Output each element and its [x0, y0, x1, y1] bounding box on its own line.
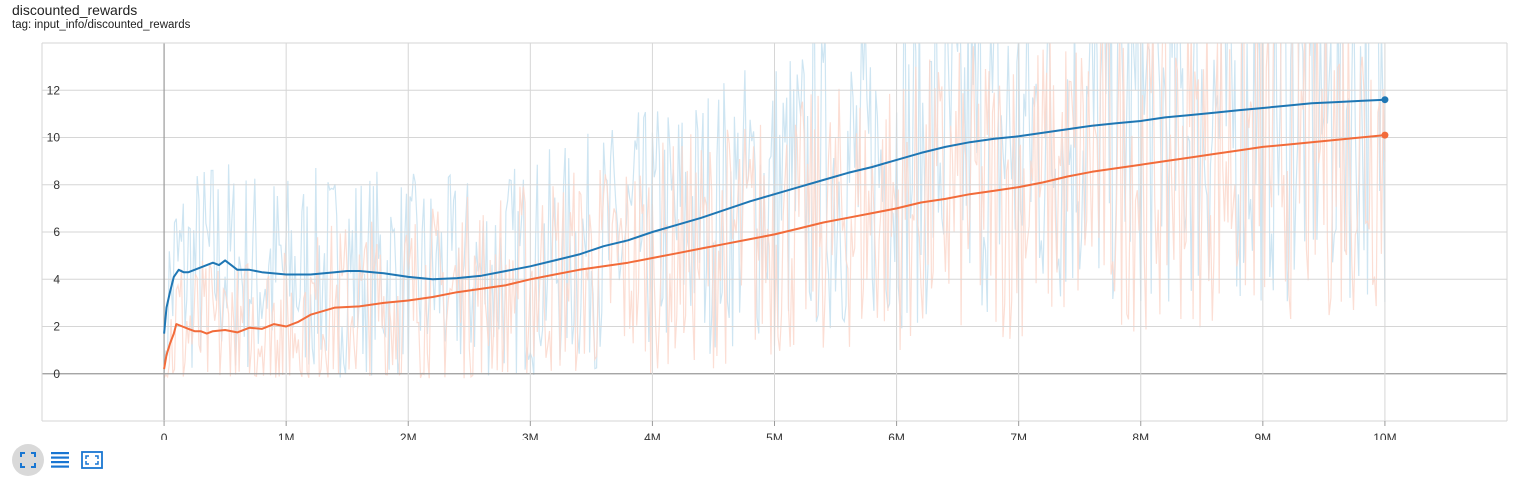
x-tick-label: 2M — [400, 431, 417, 440]
y-tick-label: 2 — [53, 320, 60, 334]
series-endpoint-1 — [1381, 96, 1389, 104]
series-line-1 — [163, 98, 1385, 334]
toggle-log-scale-button[interactable] — [44, 444, 76, 476]
fit-to-data-button[interactable] — [12, 444, 44, 476]
y-tick-label: 10 — [47, 131, 61, 145]
series-layer — [163, 96, 1389, 370]
x-tick-label: 5M — [766, 431, 783, 440]
x-tick-label: 9M — [1254, 431, 1271, 440]
y-tick-label: 8 — [53, 178, 60, 192]
fit-to-data-icon — [20, 452, 36, 468]
y-tick-label: 4 — [53, 272, 60, 286]
series-endpoint-2 — [1381, 131, 1389, 139]
x-tick-label: 0 — [161, 431, 168, 440]
y-tick-label: 12 — [47, 83, 61, 97]
expand-chart-button[interactable] — [76, 444, 108, 476]
series-line-2 — [163, 134, 1385, 370]
toggle-log-scale-icon — [51, 452, 69, 468]
x-tick-label: 6M — [888, 431, 905, 440]
tick-layer: 0 2 4 6 8 10 12 0 1M 2M 3M 4M 5M 6M 7M 8M 9M 10M — [47, 83, 1397, 440]
x-tick-label: 10M — [1373, 431, 1396, 440]
y-tick-label: 6 — [53, 225, 60, 239]
x-tick-label: 3M — [522, 431, 539, 440]
x-tick-label: 8M — [1132, 431, 1149, 440]
x-tick-label: 4M — [644, 431, 661, 440]
chart-title: discounted_rewards — [12, 2, 138, 18]
expand-chart-icon — [81, 451, 103, 469]
x-tick-label: 1M — [278, 431, 295, 440]
grid-layer — [41, 42, 1508, 426]
chart-tag: tag: input_info/discounted_rewards — [12, 19, 191, 31]
chart-toolbar — [12, 444, 108, 476]
line-chart[interactable]: 0 2 4 6 8 10 12 0 1M 2M 3M 4M 5M 6M 7M 8M 9M 10M — [0, 0, 1524, 440]
y-tick-label: 0 — [53, 367, 60, 381]
x-tick-label: 7M — [1010, 431, 1027, 440]
